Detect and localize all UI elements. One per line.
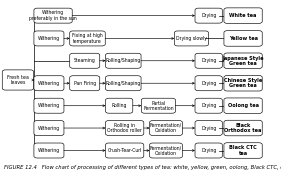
Text: Withering: Withering bbox=[38, 148, 60, 153]
FancyBboxPatch shape bbox=[224, 8, 262, 23]
Text: Withering: Withering bbox=[38, 125, 60, 130]
Text: Fermentation/
Oxidation: Fermentation/ Oxidation bbox=[150, 145, 182, 156]
Text: Withering: Withering bbox=[38, 81, 60, 86]
FancyBboxPatch shape bbox=[149, 120, 182, 136]
Text: White tea: White tea bbox=[229, 13, 257, 18]
Text: Pan Firing: Pan Firing bbox=[74, 81, 96, 86]
Text: Drying slowly: Drying slowly bbox=[176, 36, 207, 41]
FancyBboxPatch shape bbox=[224, 53, 262, 69]
FancyBboxPatch shape bbox=[106, 53, 141, 68]
Text: Fresh tea
leaves: Fresh tea leaves bbox=[7, 75, 29, 85]
Text: Fermentation/
Oxidation: Fermentation/ Oxidation bbox=[150, 123, 182, 133]
FancyBboxPatch shape bbox=[34, 120, 64, 136]
Text: Drying: Drying bbox=[201, 103, 216, 108]
Text: Drying: Drying bbox=[201, 148, 216, 153]
FancyBboxPatch shape bbox=[2, 70, 34, 90]
Text: Rolling in
Orthodox roller: Rolling in Orthodox roller bbox=[107, 123, 142, 133]
Text: Black
Orthodox tea: Black Orthodox tea bbox=[225, 123, 262, 133]
FancyBboxPatch shape bbox=[34, 8, 72, 23]
Text: Black CTC
tea: Black CTC tea bbox=[229, 145, 257, 156]
FancyBboxPatch shape bbox=[106, 98, 133, 113]
Text: Rolling/Shaping: Rolling/Shaping bbox=[106, 58, 141, 63]
FancyBboxPatch shape bbox=[195, 143, 222, 158]
FancyBboxPatch shape bbox=[70, 53, 100, 68]
FancyBboxPatch shape bbox=[224, 31, 262, 46]
Text: Rolling: Rolling bbox=[112, 103, 127, 108]
FancyBboxPatch shape bbox=[195, 98, 222, 113]
Text: Japanese Style
Green tea: Japanese Style Green tea bbox=[222, 55, 264, 66]
Text: Partial
Fermentation: Partial Fermentation bbox=[143, 101, 174, 111]
Text: Chinese Style
Green tea: Chinese Style Green tea bbox=[224, 78, 262, 88]
Text: Oolong tea: Oolong tea bbox=[228, 103, 259, 108]
FancyBboxPatch shape bbox=[175, 31, 209, 46]
Text: Crush-Tear-Curl: Crush-Tear-Curl bbox=[107, 148, 142, 153]
FancyBboxPatch shape bbox=[195, 120, 222, 136]
FancyBboxPatch shape bbox=[106, 120, 144, 136]
FancyBboxPatch shape bbox=[106, 143, 144, 158]
FancyBboxPatch shape bbox=[34, 98, 64, 113]
FancyBboxPatch shape bbox=[195, 53, 222, 68]
Text: Rolling/Shaping: Rolling/Shaping bbox=[106, 81, 141, 86]
FancyBboxPatch shape bbox=[34, 31, 64, 46]
FancyBboxPatch shape bbox=[195, 8, 222, 23]
Text: Drying: Drying bbox=[201, 58, 216, 63]
Text: Withering
preferably in the sun: Withering preferably in the sun bbox=[29, 10, 77, 21]
FancyBboxPatch shape bbox=[141, 98, 175, 113]
Text: Withering: Withering bbox=[38, 36, 60, 41]
Text: Withering: Withering bbox=[38, 103, 60, 108]
Text: FIGURE 12.4   Flow chart of processing of different types of tea: white, yellow,: FIGURE 12.4 Flow chart of processing of … bbox=[4, 165, 281, 170]
FancyBboxPatch shape bbox=[106, 76, 141, 91]
Text: Drying: Drying bbox=[201, 13, 216, 18]
FancyBboxPatch shape bbox=[34, 76, 64, 91]
Text: Drying: Drying bbox=[201, 81, 216, 86]
Text: Fixing at high
temperature: Fixing at high temperature bbox=[72, 33, 103, 44]
Text: Yellow tea: Yellow tea bbox=[228, 36, 258, 41]
FancyBboxPatch shape bbox=[224, 76, 262, 91]
FancyBboxPatch shape bbox=[195, 76, 222, 91]
FancyBboxPatch shape bbox=[149, 143, 182, 158]
FancyBboxPatch shape bbox=[224, 120, 262, 136]
Text: Steaming: Steaming bbox=[74, 58, 96, 63]
FancyBboxPatch shape bbox=[70, 31, 105, 46]
FancyBboxPatch shape bbox=[34, 143, 64, 158]
FancyBboxPatch shape bbox=[70, 76, 100, 91]
FancyBboxPatch shape bbox=[224, 143, 262, 158]
Text: Drying: Drying bbox=[201, 125, 216, 130]
FancyBboxPatch shape bbox=[224, 98, 262, 113]
